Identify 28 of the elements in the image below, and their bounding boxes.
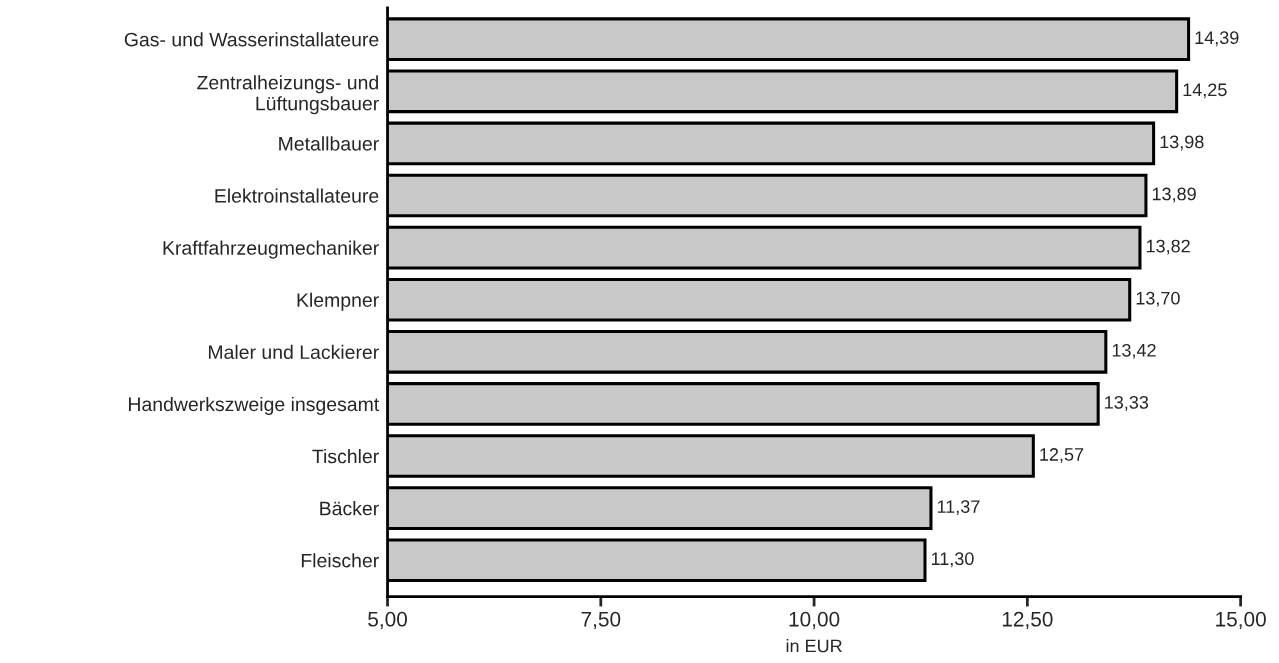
x-tick-label: 7,50 bbox=[581, 611, 621, 630]
x-tick-label: 15,00 bbox=[1216, 611, 1266, 630]
x-tick-label: 10,00 bbox=[789, 611, 840, 630]
data-label: 13,82 bbox=[1146, 239, 1190, 255]
data-label: 13,98 bbox=[1160, 135, 1204, 151]
data-label: 13,70 bbox=[1136, 291, 1180, 307]
y-tick-label: Handwerkszweige insgesamt bbox=[129, 396, 380, 416]
x-axis-title: in EUR bbox=[786, 639, 842, 653]
y-tick-label: Kraftfahrzeugmechaniker bbox=[163, 240, 379, 259]
data-label: 11,30 bbox=[931, 552, 974, 568]
data-label: 11,37 bbox=[937, 500, 980, 516]
y-tick-label: Elektroinstallateure bbox=[215, 188, 379, 203]
x-tick-label: 12,50 bbox=[1002, 611, 1053, 630]
y-tick-label: Fleischer bbox=[301, 553, 379, 568]
y-tick-label: Gas- und Wasserinstallateure bbox=[124, 32, 379, 47]
y-tick-label: Maler und Lackierer bbox=[208, 344, 379, 360]
data-label: 12,57 bbox=[1040, 448, 1084, 464]
data-label: 13,89 bbox=[1152, 187, 1196, 203]
data-label: 14,25 bbox=[1183, 83, 1227, 99]
y-tick-label: Zentralheizungs- und Lüftungsbauer bbox=[197, 75, 379, 115]
data-label: 13,33 bbox=[1105, 395, 1149, 411]
y-tick-label: Metallbauer bbox=[279, 136, 379, 151]
data-label: 14,39 bbox=[1195, 31, 1239, 47]
x-tick-label: 5,00 bbox=[368, 611, 407, 630]
y-tick-label: Tischler bbox=[312, 448, 379, 464]
y-tick-label: Bäcker bbox=[320, 501, 379, 516]
y-tick-label: Klempner bbox=[297, 292, 379, 311]
data-label: 13,42 bbox=[1112, 343, 1156, 359]
